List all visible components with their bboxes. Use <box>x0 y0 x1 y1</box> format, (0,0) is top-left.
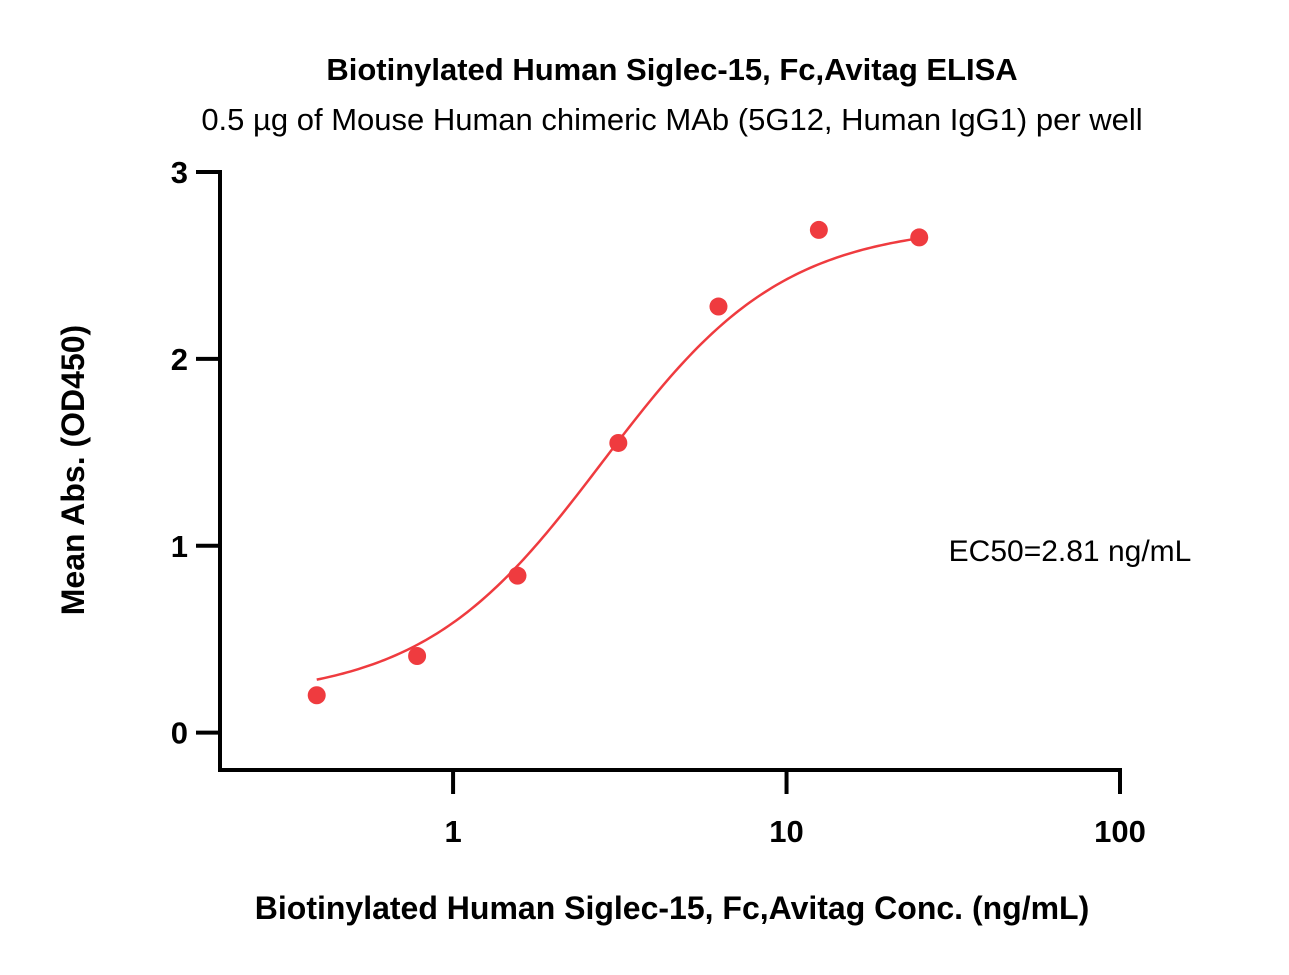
data-point <box>910 228 929 247</box>
chart-title: Biotinylated Human Siglec-15, Fc,Avitag … <box>326 52 1017 87</box>
fit-curve <box>316 237 920 681</box>
x-tick-label: 10 <box>769 814 803 849</box>
data-point <box>508 566 527 585</box>
x-tick-label: 1 <box>444 814 461 849</box>
y-axis-label: Mean Abs. (OD450) <box>55 325 91 615</box>
data-point <box>307 686 326 705</box>
x-axis-label: Biotinylated Human Siglec-15, Fc,Avitag … <box>255 890 1089 926</box>
y-tick-label: 2 <box>171 342 188 377</box>
y-tick-label: 0 <box>171 716 188 751</box>
y-tick-label: 1 <box>171 529 188 564</box>
y-tick-label: 3 <box>171 155 188 190</box>
x-tick-label: 100 <box>1094 814 1146 849</box>
x-ticks: 1 10 100 <box>444 770 1146 849</box>
y-ticks: 0 1 2 3 <box>171 155 220 751</box>
data-point <box>609 433 628 452</box>
chart-subtitle: 0.5 µg of Mouse Human chimeric MAb (5G12… <box>201 102 1142 137</box>
data-point <box>809 220 828 239</box>
data-points <box>307 220 929 705</box>
data-point <box>709 297 728 316</box>
ec50-annotation: EC50=2.81 ng/mL <box>949 535 1192 568</box>
data-point <box>408 647 427 666</box>
